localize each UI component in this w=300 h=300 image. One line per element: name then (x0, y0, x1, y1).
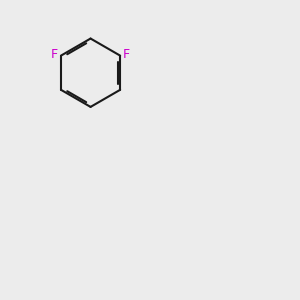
Text: F: F (123, 48, 130, 61)
Text: F: F (51, 48, 58, 61)
